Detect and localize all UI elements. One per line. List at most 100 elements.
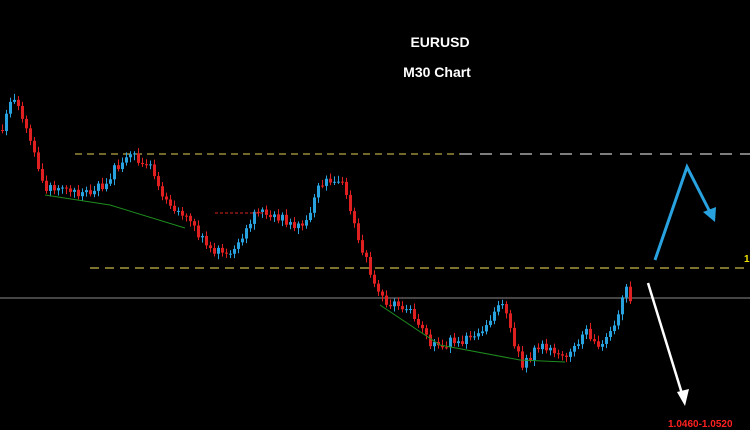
candle-body [253, 211, 256, 224]
bullish-arrow [653, 163, 714, 261]
candle-body [405, 309, 408, 311]
candle-body [565, 355, 568, 357]
candle-body [577, 344, 580, 346]
candle-body [381, 291, 384, 296]
candle-body [521, 351, 524, 368]
candle-body [545, 343, 548, 351]
candle-body [309, 212, 312, 221]
candle-body [129, 154, 132, 158]
candle-body [501, 304, 504, 306]
candle-body [325, 178, 328, 186]
candle-body [421, 324, 424, 329]
candle-body [169, 199, 172, 206]
candle-body [117, 165, 120, 170]
candle-body [609, 331, 612, 337]
candle-body [497, 305, 500, 312]
candle-body [541, 343, 544, 350]
candle-body [125, 157, 128, 163]
candle-body [261, 209, 264, 212]
candle-body [389, 304, 392, 307]
candle-body [49, 185, 52, 191]
candle-body [269, 214, 272, 218]
candle-body [481, 331, 484, 334]
candle-body [345, 181, 348, 195]
candle-body [265, 209, 268, 215]
symbol-title: EURUSD [410, 34, 469, 50]
candle-body [561, 354, 564, 356]
candle-body [217, 247, 220, 254]
candle-body [249, 223, 252, 229]
candle-body [457, 341, 460, 344]
candle-body [145, 164, 148, 166]
candle-body [121, 162, 124, 170]
candle-body [413, 309, 416, 319]
candle-body [245, 228, 248, 239]
candle-body [553, 347, 556, 354]
candle-body [573, 345, 576, 352]
candle-body [321, 185, 324, 187]
candle-body [305, 220, 308, 226]
candle-body [489, 320, 492, 326]
candle-body [233, 248, 236, 254]
candle-body [9, 101, 12, 114]
candle-body [469, 335, 472, 338]
candle-body [493, 311, 496, 321]
candle-body [425, 328, 428, 335]
candle-body [45, 180, 48, 191]
candle-body [473, 336, 476, 338]
candle-body [61, 187, 64, 189]
candle-body [13, 99, 16, 102]
candle-body [613, 325, 616, 332]
candle-body [585, 328, 588, 335]
candle-body [241, 238, 244, 243]
candle-body [593, 339, 596, 342]
trend-line [379, 304, 566, 363]
candle-body [433, 341, 436, 347]
candle-body [461, 341, 464, 345]
candle-body [301, 223, 304, 226]
candle-body [477, 333, 480, 337]
candle-body [181, 210, 184, 216]
candle-body [37, 152, 40, 170]
bearish-arrowhead [677, 389, 689, 406]
candle-body [601, 343, 604, 347]
candle-body [65, 187, 68, 189]
candle-body [441, 345, 444, 348]
candle-body [25, 118, 28, 129]
timeframe-title: M30 Chart [403, 64, 471, 80]
candle-body [313, 197, 316, 213]
candle-body [93, 190, 96, 195]
candle-body [73, 189, 76, 192]
candle-body [161, 186, 164, 197]
candle-body [373, 274, 376, 284]
candle-body [77, 189, 80, 197]
candle-body [317, 185, 320, 198]
candle-body [229, 253, 232, 255]
candle-body [341, 181, 344, 183]
candle-body [105, 183, 108, 190]
candle-body [537, 347, 540, 350]
candle-body [85, 190, 88, 193]
candle-body [5, 113, 8, 132]
bullish-arrowhead [703, 207, 716, 222]
candle-body [221, 247, 224, 253]
candle-body [485, 325, 488, 332]
candle-body [589, 328, 592, 340]
candle-body [621, 297, 624, 315]
candle-body [193, 221, 196, 226]
trend-line [44, 194, 186, 229]
candle-body [377, 283, 380, 292]
candle-body [293, 222, 296, 229]
candle-body [197, 225, 200, 238]
candle-body [605, 336, 608, 344]
candle-body [189, 215, 192, 222]
candle-body [625, 286, 628, 298]
candle-body [109, 179, 112, 184]
candle-body [581, 334, 584, 345]
bearish-arrow [646, 282, 685, 398]
candle-body [349, 194, 352, 212]
candle-body [297, 223, 300, 229]
candle-body [21, 105, 24, 119]
